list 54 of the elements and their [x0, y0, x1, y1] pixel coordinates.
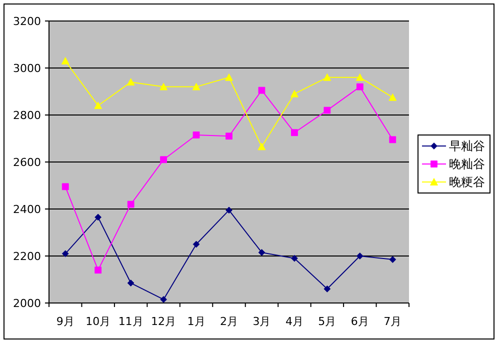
y-tick-label: 2600	[13, 156, 41, 169]
point	[356, 83, 364, 90]
point	[61, 57, 70, 64]
point	[323, 73, 332, 81]
y-tick-label: 2800	[13, 109, 41, 122]
point	[94, 102, 102, 110]
point	[291, 254, 298, 262]
point	[389, 136, 396, 144]
point	[127, 200, 134, 208]
x-tick-label: 7月	[384, 315, 402, 328]
point	[356, 73, 364, 81]
legend-label: 晚籼谷	[449, 157, 485, 171]
point	[356, 252, 364, 260]
x-tick-label: 4月	[285, 315, 304, 328]
x-tick-label: 1月	[187, 315, 206, 328]
x-tick-label: 12月	[151, 315, 176, 328]
legend-label: 早籼谷	[449, 139, 485, 153]
x-tick-label: 9月	[56, 315, 74, 328]
point	[160, 156, 167, 164]
point	[160, 296, 167, 303]
x-tick-label: 2月	[220, 315, 238, 328]
x-tick-label: 6月	[350, 315, 369, 328]
x-tick-label: 3月	[252, 315, 271, 328]
point	[226, 206, 232, 214]
y-tick-label: 3000	[13, 62, 41, 75]
legend-label: 晚粳谷	[449, 175, 485, 189]
x-tick-label: 5月	[318, 315, 336, 328]
y-tick-label: 3200	[13, 15, 41, 28]
point	[226, 132, 232, 140]
point	[127, 280, 134, 286]
point	[126, 78, 135, 86]
point	[62, 183, 69, 190]
point	[94, 266, 102, 274]
point	[388, 93, 397, 101]
point	[192, 82, 200, 90]
point	[62, 250, 69, 258]
point	[324, 285, 331, 292]
point	[160, 82, 168, 90]
point	[258, 86, 266, 94]
point	[291, 129, 298, 136]
point	[324, 106, 331, 114]
point	[192, 240, 200, 248]
point	[389, 256, 396, 263]
y-tick-label: 2400	[13, 203, 41, 216]
point	[258, 249, 266, 256]
point	[94, 214, 102, 221]
y-tick-label: 2000	[13, 297, 41, 310]
x-tick-label: 11月	[118, 315, 144, 328]
x-tick-label: 10月	[86, 315, 111, 328]
point	[258, 142, 266, 150]
y-tick-label: 2200	[13, 250, 41, 263]
point	[192, 132, 200, 138]
point	[290, 90, 298, 98]
point	[225, 73, 233, 81]
